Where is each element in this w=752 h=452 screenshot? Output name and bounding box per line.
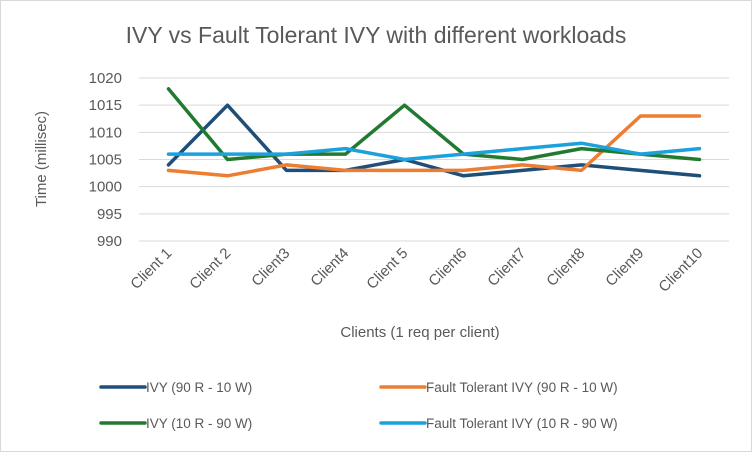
x-tick-label: Client8 (543, 245, 588, 290)
legend: IVY (90 R - 10 W) Fault Tolerant IVY (90 … (99, 380, 618, 431)
y-tick-label: 1000 (89, 179, 122, 196)
y-tick-label: 1015 (89, 97, 122, 114)
series-lines (166, 87, 702, 178)
legend-item: Fault Tolerant IVY (90 R - 10 W) (379, 380, 618, 395)
y-tick-label: 1020 (89, 70, 122, 87)
x-tick-label: Client 5 (363, 245, 411, 293)
chart-title: IVY vs Fault Tolerant IVY with different… (126, 22, 627, 48)
y-axis-title: Time (millisec) (33, 111, 50, 207)
series-line-2 (166, 114, 702, 178)
series-line-1 (166, 103, 702, 178)
x-tick-label: Client3 (248, 245, 293, 290)
legend-label: Fault Tolerant IVY (10 R - 90 W) (426, 416, 618, 431)
legend-label: IVY (10 R - 90 W) (146, 416, 252, 431)
y-tick-label: 1010 (89, 124, 122, 141)
gridlines (139, 77, 729, 242)
y-axis-ticks: 990 995 1000 1005 1010 1015 1020 (89, 70, 122, 250)
x-tick-label: Client 2 (186, 245, 234, 293)
x-axis-ticks: Client 1 Client 2 Client3 Client4 Client 5 Cl… (127, 245, 706, 296)
x-tick-label: Client6 (425, 245, 470, 290)
series-line-3 (166, 87, 702, 162)
legend-item: IVY (10 R - 90 W) (99, 416, 252, 431)
x-tick-label: Client4 (307, 245, 352, 290)
x-tick-label: Client9 (602, 245, 647, 290)
legend-label: IVY (90 R - 10 W) (146, 380, 252, 395)
legend-label: Fault Tolerant IVY (90 R - 10 W) (426, 380, 618, 395)
y-tick-label: 995 (97, 206, 122, 223)
y-tick-label: 990 (97, 233, 122, 250)
legend-item: Fault Tolerant IVY (10 R - 90 W) (379, 416, 618, 431)
y-tick-label: 1005 (89, 152, 122, 169)
x-tick-label: Client 1 (127, 245, 175, 293)
legend-item: IVY (90 R - 10 W) (99, 380, 252, 395)
x-tick-label: Client10 (655, 245, 706, 296)
x-axis-title: Clients (1 req per client) (340, 324, 499, 341)
x-tick-label: Client7 (484, 245, 529, 290)
series-line-4 (166, 141, 702, 162)
